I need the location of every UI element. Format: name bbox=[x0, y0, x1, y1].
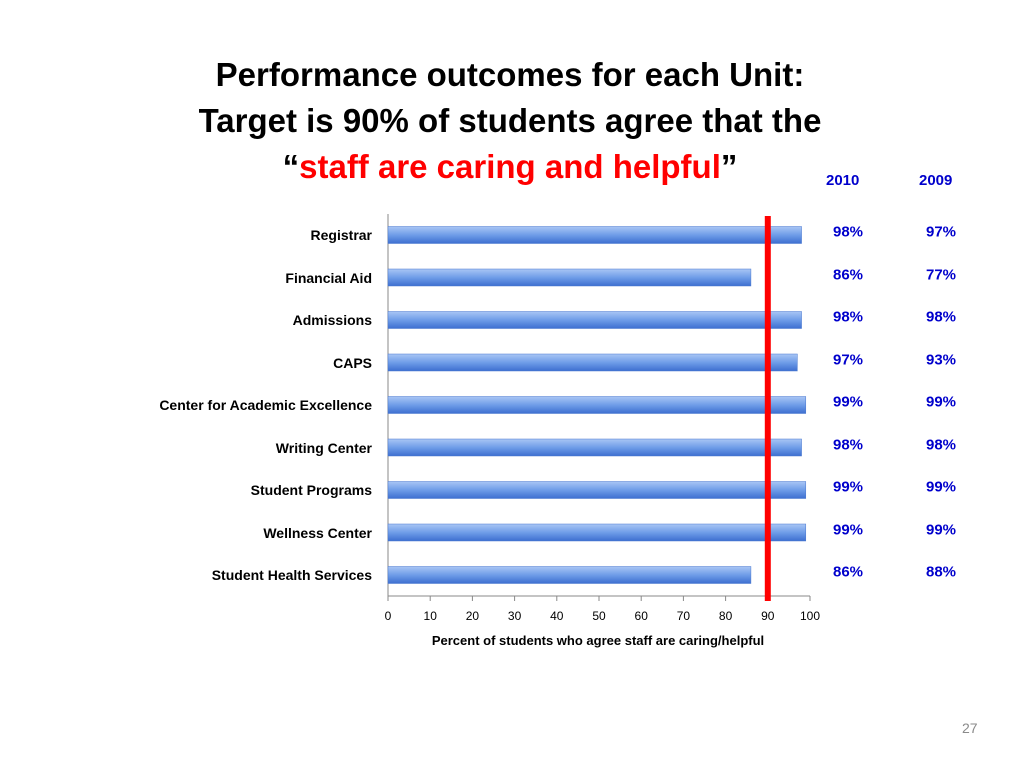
value-2009: 77% bbox=[926, 266, 957, 283]
category-label: Admissions bbox=[292, 312, 372, 328]
slide-title: Performance outcomes for each Unit: Targ… bbox=[110, 52, 910, 190]
value-2010: 98% bbox=[833, 436, 864, 453]
title-line-3: “staff are caring and helpful” bbox=[110, 144, 910, 190]
category-label: Wellness Center bbox=[263, 524, 372, 541]
x-tick-label: 10 bbox=[424, 609, 438, 623]
value-2010: 98% bbox=[833, 223, 864, 241]
title-accent-text: staff are caring and helpful bbox=[299, 148, 721, 185]
title-line-1: Performance outcomes for each Unit: bbox=[215, 56, 805, 93]
open-quote: “ bbox=[282, 148, 300, 185]
x-tick-label: 50 bbox=[592, 609, 606, 623]
category-label: CAPS bbox=[333, 354, 372, 371]
value-2010: 99% bbox=[833, 478, 864, 496]
close-quote: ” bbox=[720, 148, 738, 185]
bar bbox=[387, 523, 807, 542]
bar bbox=[387, 268, 752, 287]
value-2009: 98% bbox=[926, 308, 957, 326]
x-tick-label: 80 bbox=[719, 609, 733, 623]
value-2009: 88% bbox=[926, 563, 957, 581]
bar bbox=[387, 438, 802, 457]
bar bbox=[387, 566, 752, 584]
column-header-2009: 2009 bbox=[919, 172, 953, 189]
x-tick-label: 20 bbox=[466, 609, 480, 623]
value-2009: 93% bbox=[926, 351, 957, 368]
category-label: Registrar bbox=[310, 227, 372, 243]
title-line-2: Target is 90% of students agree that the bbox=[198, 102, 822, 139]
category-label: Student Programs bbox=[250, 482, 372, 498]
bar bbox=[387, 481, 807, 499]
value-2010: 86% bbox=[833, 266, 864, 283]
value-2009: 99% bbox=[926, 478, 957, 496]
value-2010: 86% bbox=[833, 563, 864, 581]
bar bbox=[387, 226, 802, 244]
x-tick-label: 0 bbox=[385, 609, 392, 623]
x-tick-label: 90 bbox=[761, 609, 775, 623]
value-2010: 99% bbox=[833, 521, 864, 538]
value-2010: 97% bbox=[833, 351, 864, 368]
bar bbox=[387, 353, 798, 372]
category-label: Student Health Services bbox=[211, 567, 372, 583]
bar bbox=[387, 396, 807, 414]
value-2010: 99% bbox=[833, 393, 864, 411]
page-number: 27 bbox=[962, 720, 978, 736]
value-2009: 97% bbox=[926, 223, 957, 241]
value-2010: 98% bbox=[833, 308, 864, 326]
value-2009: 99% bbox=[926, 393, 957, 411]
bar bbox=[387, 311, 802, 329]
value-2009: 99% bbox=[926, 521, 957, 538]
category-label: Writing Center bbox=[275, 439, 372, 456]
column-header-2010: 2010 bbox=[826, 172, 860, 189]
x-tick-label: 40 bbox=[550, 609, 564, 623]
x-tick-label: 70 bbox=[677, 609, 691, 623]
category-label: Financial Aid bbox=[285, 269, 372, 286]
x-tick-label: 30 bbox=[508, 609, 522, 623]
x-axis-label: Percent of students who agree staff are … bbox=[431, 633, 765, 648]
category-label: Center for Academic Excellence bbox=[159, 397, 372, 413]
value-2009: 98% bbox=[926, 436, 957, 453]
x-tick-label: 60 bbox=[635, 609, 649, 623]
x-tick-label: 100 bbox=[800, 609, 820, 623]
